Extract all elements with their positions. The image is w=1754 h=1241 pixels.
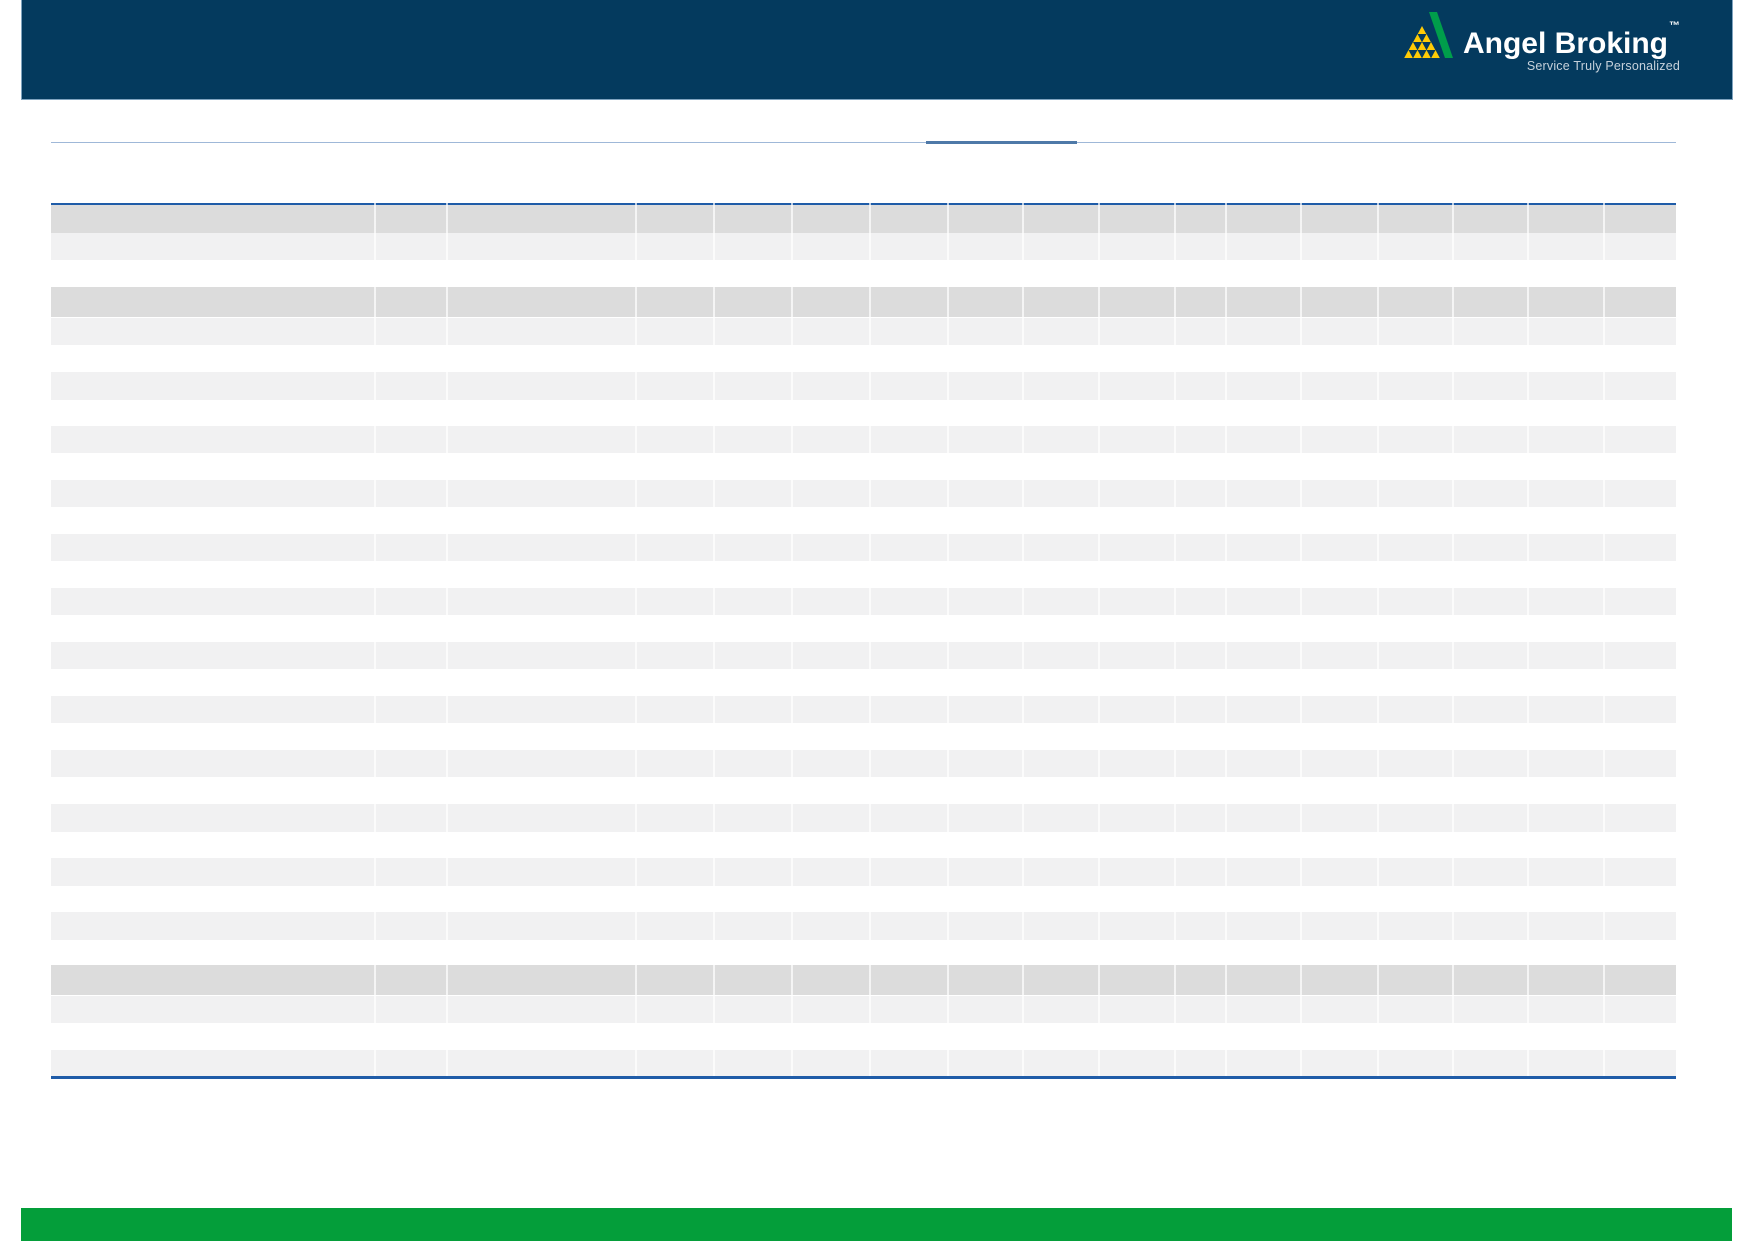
divider-rule: [51, 142, 1676, 143]
table-row: [51, 642, 1676, 669]
angel-broking-logo-icon: [1404, 12, 1453, 58]
table-row: [51, 804, 1676, 832]
table-bottom-border: [51, 1076, 1676, 1079]
table-row: [51, 858, 1676, 886]
header-bar: Angel Broking™ Service Truly Personalize…: [21, 0, 1733, 100]
report-table: [51, 203, 1676, 1079]
table-row: [51, 372, 1676, 400]
table-row: [51, 912, 1676, 940]
divider-rule-highlight: [926, 141, 1077, 144]
logo-green-stroke: [1428, 12, 1453, 58]
table-header-row: [51, 205, 1676, 233]
brand-name: Angel Broking: [1462, 27, 1668, 60]
table-row: [51, 750, 1676, 777]
brand-tagline: Service Truly Personalized: [1526, 59, 1680, 73]
table-row: [51, 318, 1676, 345]
table-row: [51, 696, 1676, 723]
brand-logo: Angel Broking™ Service Truly Personalize…: [1396, 12, 1680, 73]
table-row: [51, 1050, 1676, 1076]
table-row: [51, 426, 1676, 453]
table-row: [51, 588, 1676, 615]
table-row: [51, 480, 1676, 507]
table-header-row: [51, 965, 1676, 995]
brand-text-block: Angel Broking™ Service Truly Personalize…: [1462, 20, 1680, 73]
brand-name-line: Angel Broking™: [1462, 20, 1680, 60]
table-header-row: [51, 287, 1676, 317]
table-row: [51, 233, 1676, 260]
footer-bar: [21, 1208, 1732, 1241]
table-row: [51, 996, 1676, 1023]
logo-yellow-pyramid: [1404, 26, 1440, 58]
trademark-mark: ™: [1669, 20, 1680, 32]
table-row: [51, 534, 1676, 561]
